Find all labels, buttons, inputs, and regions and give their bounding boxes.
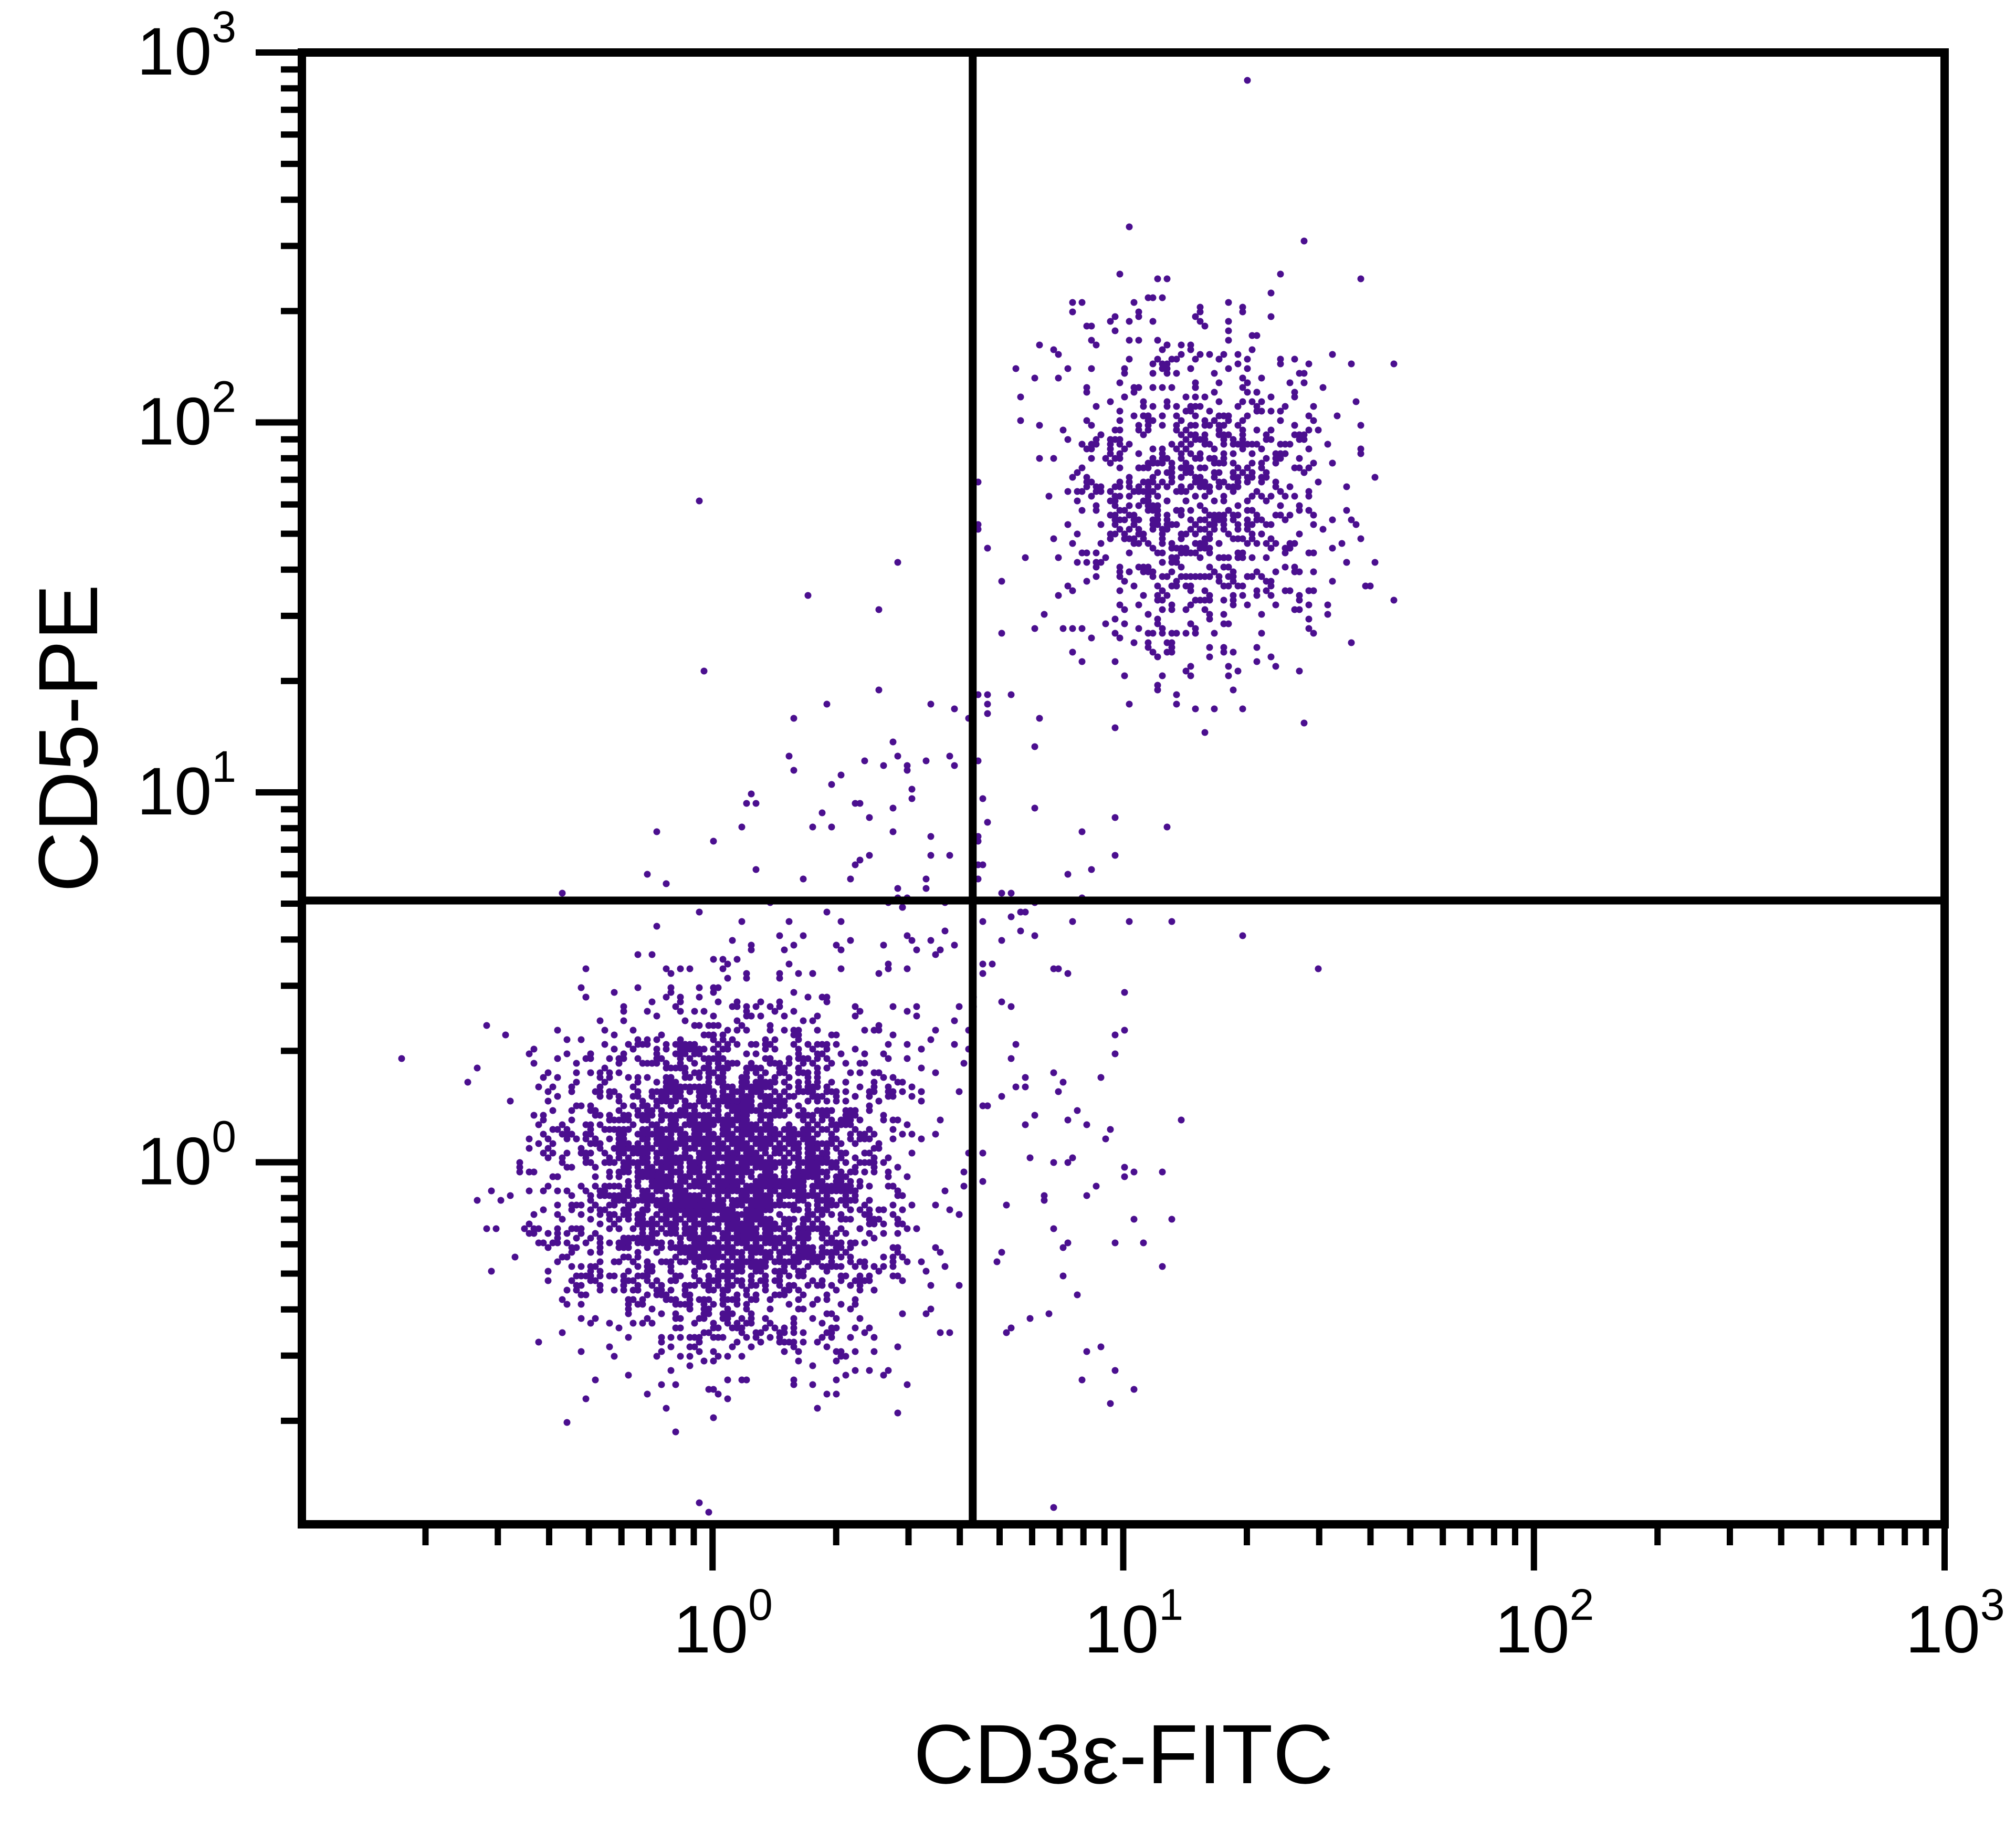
x-axis-tick-labels: 100 101 102 103	[674, 1580, 2005, 1667]
quadrant-gate	[302, 53, 1945, 1524]
y-axis-ticks	[256, 49, 302, 1424]
scatter-points	[398, 77, 1398, 1516]
x-tick-label: 103	[1905, 1580, 2004, 1667]
y-tick-label: 101	[137, 742, 236, 829]
y-axis-title: CD5-PE	[21, 584, 115, 893]
y-tick-label: 102	[137, 372, 236, 459]
y-tick-label: 100	[137, 1112, 236, 1199]
x-axis-ticks	[422, 1524, 1948, 1571]
y-axis-tick-labels: 100 101 102 103	[137, 2, 236, 1199]
x-axis-title: CD3ε-FITC	[914, 1707, 1334, 1801]
x-tick-label: 102	[1495, 1580, 1594, 1667]
x-tick-label: 100	[674, 1580, 773, 1667]
x-tick-label: 101	[1084, 1580, 1183, 1667]
y-tick-label: 103	[137, 2, 236, 89]
